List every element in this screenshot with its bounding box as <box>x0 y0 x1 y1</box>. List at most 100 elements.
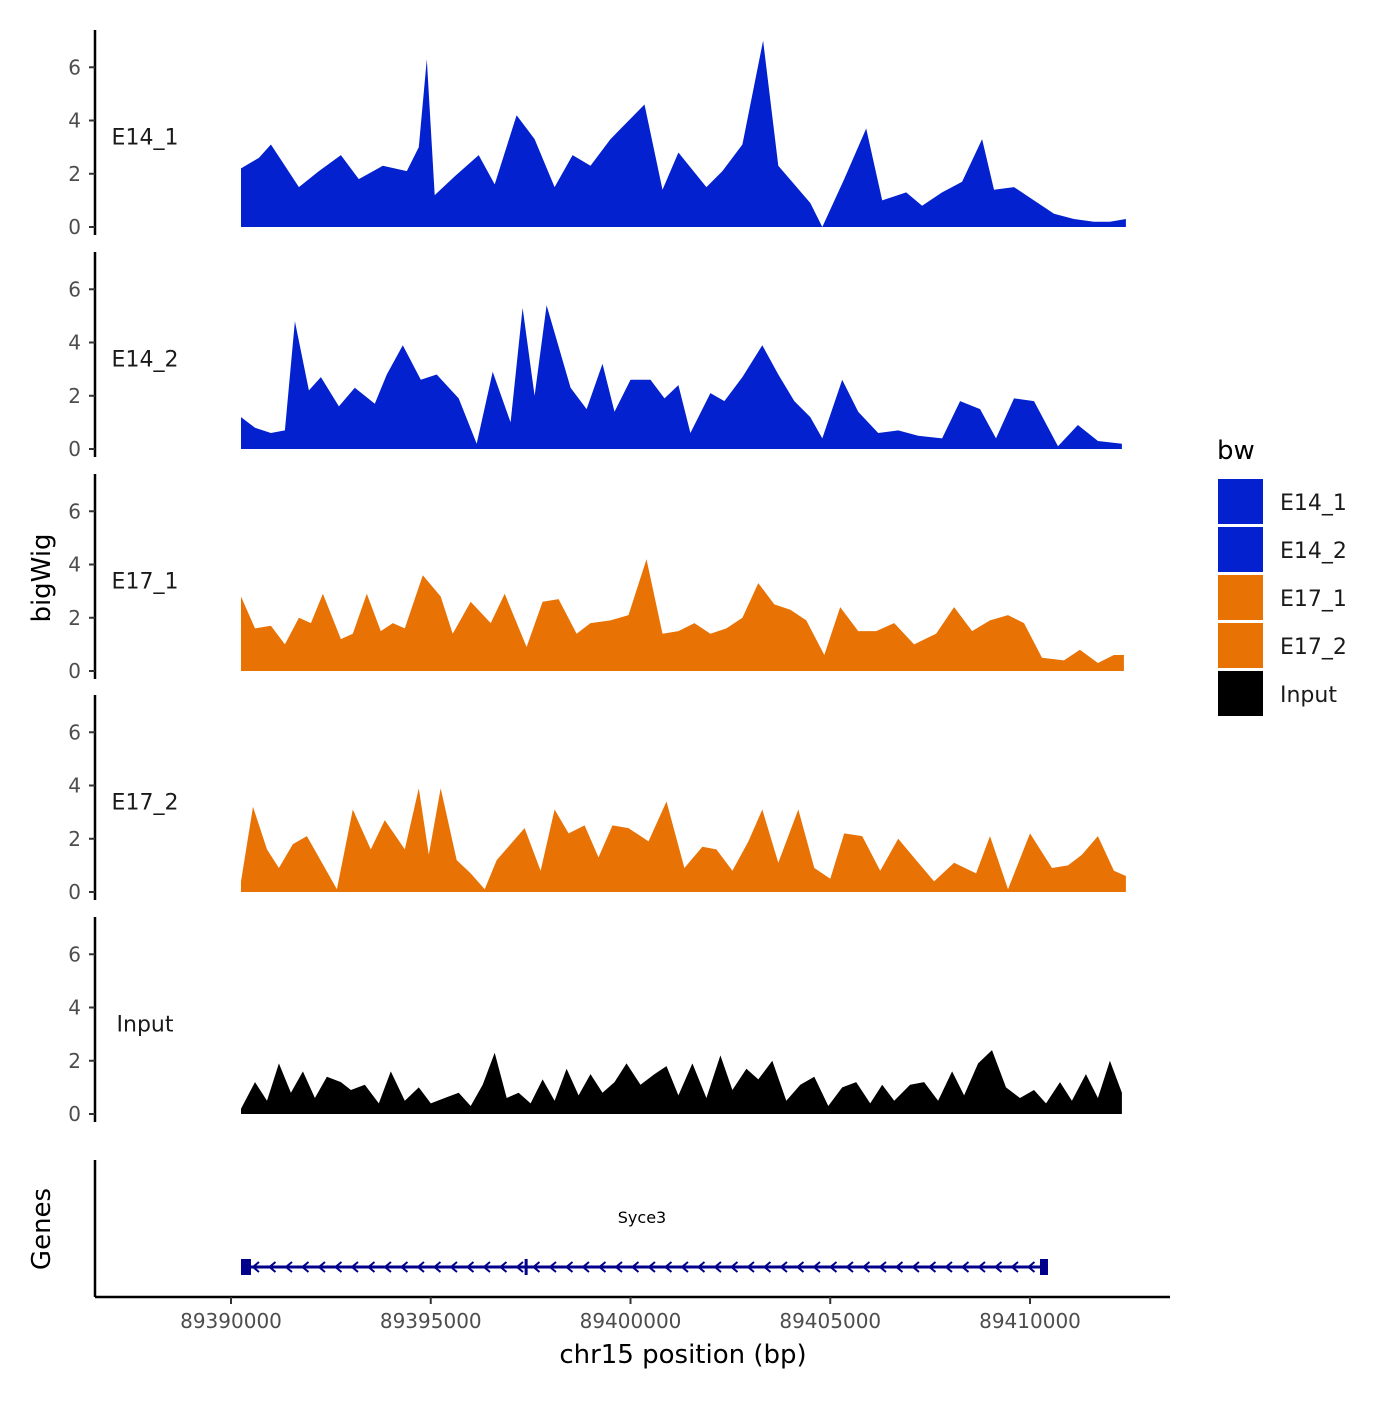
x-tick-label: 89395000 <box>380 1309 482 1333</box>
legend-swatch <box>1218 623 1263 668</box>
genes-axis-title: Genes <box>27 1188 57 1270</box>
legend-item-e14-1: E14_1 <box>1218 479 1347 524</box>
strand-arrow <box>284 1261 293 1273</box>
track-input: 0 2 4 6 Input <box>68 917 1122 1126</box>
legend-item-e14-2: E14_2 <box>1218 527 1347 572</box>
gene-model-syce3 <box>240 1259 1048 1275</box>
strand-arrow <box>713 1261 722 1273</box>
gene-exon <box>240 1259 251 1275</box>
track-label: E14_2 <box>112 347 179 372</box>
gene-label-syce3: Syce3 <box>618 1208 666 1227</box>
strand-arrow <box>729 1261 739 1273</box>
strand-arrow <box>531 1261 541 1273</box>
legend-swatch <box>1218 527 1263 572</box>
y-tick-label: 6 <box>68 499 81 523</box>
track-label: Input <box>117 1012 174 1037</box>
y-tick-label: 2 <box>68 606 81 630</box>
strand-arrow <box>432 1261 442 1273</box>
x-tick-label: 89390000 <box>180 1309 282 1333</box>
y-tick-label: 0 <box>68 437 81 461</box>
strand-arrow <box>251 1261 260 1273</box>
strand-arrow <box>828 1261 838 1273</box>
y-axis-title: bigWig <box>27 533 57 622</box>
strand-arrow <box>300 1261 310 1273</box>
strand-arrow <box>746 1261 755 1273</box>
strand-arrow <box>498 1261 508 1273</box>
gene-exon <box>524 1259 528 1275</box>
legend-label: E14_1 <box>1280 491 1347 516</box>
strand-arrow <box>548 1261 557 1273</box>
strand-arrow <box>597 1261 607 1273</box>
gene-track <box>93 1160 1048 1297</box>
legend-label: E17_2 <box>1280 635 1347 660</box>
y-tick-label: 4 <box>68 774 81 798</box>
y-tick-label: 0 <box>68 659 81 683</box>
strand-arrow <box>861 1261 871 1273</box>
strand-arrow <box>317 1261 326 1273</box>
strand-arrow <box>779 1261 788 1273</box>
track-e17-1: 0 2 4 6 E17_1 <box>68 474 1124 683</box>
track-e14-2: 0 2 4 6 E14_2 <box>68 252 1122 461</box>
x-axis: 89390000 89395000 89400000 89405000 89410000 <box>95 1295 1170 1333</box>
legend-item-e17-2: E17_2 <box>1218 623 1347 668</box>
strand-arrow <box>812 1261 821 1273</box>
y-tick-label: 6 <box>68 55 81 79</box>
strand-arrow <box>416 1261 425 1273</box>
strand-arrow <box>647 1261 656 1273</box>
coverage-area-input <box>241 1050 1122 1114</box>
coverage-area-e17-2 <box>241 788 1126 892</box>
legend-swatch <box>1218 671 1263 716</box>
legend-label: E17_1 <box>1280 587 1347 612</box>
strand-arrow <box>515 1261 524 1273</box>
gene-exon <box>1039 1259 1048 1275</box>
coverage-tracks: 0 2 4 6 E14_1 0 2 4 6 E14_2 0 2 4 6 E17_1 0 2 4 6 E17_2 0 2 4 6… <box>68 30 1126 1126</box>
coverage-area-e17-1 <box>241 559 1124 671</box>
strand-arrow <box>977 1261 986 1273</box>
strand-arrow <box>630 1261 640 1273</box>
track-e17-2: 0 2 4 6 E17_2 <box>68 695 1126 904</box>
strand-arrow <box>267 1261 277 1273</box>
strand-arrow <box>845 1261 854 1273</box>
y-tick-label: 6 <box>68 720 81 744</box>
x-tick-label: 89400000 <box>580 1309 682 1333</box>
coverage-area-e14-1 <box>241 40 1126 227</box>
strand-arrow <box>482 1261 491 1273</box>
x-tick-label: 89410000 <box>979 1309 1081 1333</box>
y-tick-label: 4 <box>68 553 81 577</box>
y-tick-label: 2 <box>68 162 81 186</box>
strand-arrow <box>878 1261 887 1273</box>
strand-arrow <box>564 1261 574 1273</box>
strand-arrow <box>944 1261 953 1273</box>
strand-arrow <box>663 1261 673 1273</box>
strand-arrow <box>696 1261 706 1273</box>
strand-arrow <box>894 1261 904 1273</box>
strand-arrow <box>614 1261 623 1273</box>
strand-arrow <box>1026 1261 1036 1273</box>
coverage-area-e14-2 <box>241 305 1122 449</box>
strand-arrow <box>399 1261 409 1273</box>
track-label: E17_1 <box>112 569 179 594</box>
legend-swatch <box>1218 479 1263 524</box>
x-tick-label: 89405000 <box>779 1309 881 1333</box>
y-tick-label: 2 <box>68 384 81 408</box>
legend-label: Input <box>1280 683 1337 708</box>
y-tick-label: 6 <box>68 277 81 301</box>
y-tick-label: 6 <box>68 942 81 966</box>
y-tick-label: 4 <box>68 109 81 133</box>
y-tick-label: 0 <box>68 215 81 239</box>
legend-item-e17-1: E17_1 <box>1218 575 1347 620</box>
strand-arrow <box>680 1261 689 1273</box>
y-tick-label: 4 <box>68 996 81 1020</box>
strand-arrow <box>383 1261 392 1273</box>
strand-arrow <box>911 1261 920 1273</box>
y-tick-label: 0 <box>68 1102 81 1126</box>
strand-arrow <box>993 1261 1003 1273</box>
strand-arrow <box>795 1261 805 1273</box>
strand-arrow <box>1010 1261 1019 1273</box>
y-tick-label: 4 <box>68 331 81 355</box>
strand-arrow <box>449 1261 458 1273</box>
strand-arrow <box>350 1261 359 1273</box>
legend-label: E14_2 <box>1280 539 1347 564</box>
